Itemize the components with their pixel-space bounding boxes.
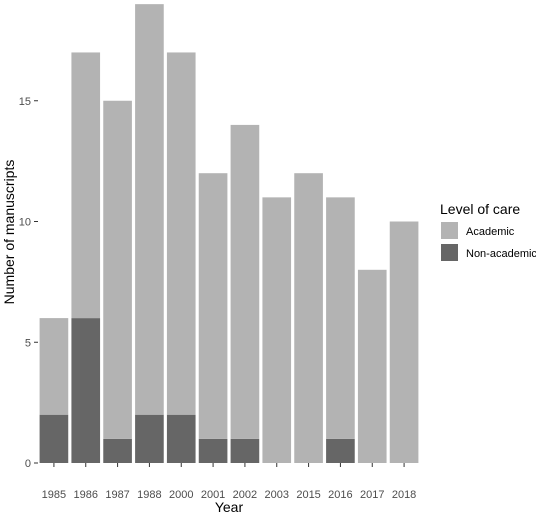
x-tick-label: 2017	[360, 489, 384, 501]
bar-non-academic-1986	[71, 318, 101, 463]
bar-non-academic-1987	[103, 438, 132, 463]
bar-non-academic-2001	[198, 438, 228, 463]
bar-non-academic-1985	[39, 414, 69, 463]
bar-academic-2000	[166, 52, 196, 415]
bar-academic-1985	[39, 318, 69, 415]
bar-academic-2003	[262, 197, 292, 463]
bar-non-academic-2016	[326, 438, 355, 463]
x-axis-title: Year	[215, 499, 244, 515]
bar-academic-2001	[198, 173, 228, 439]
bar-academic-2017	[357, 269, 387, 463]
y-tick-label: 5	[25, 337, 31, 349]
x-tick-label: 2001	[201, 489, 225, 501]
legend-label-non-academic: Non-academic	[466, 248, 536, 260]
bars-group	[39, 4, 419, 463]
x-tick-label: 2016	[328, 489, 352, 501]
x-tick-label: 2018	[392, 489, 416, 501]
legend-swatch-academic	[441, 222, 458, 239]
legend-swatch-non-academic	[441, 244, 458, 261]
y-tick-label: 10	[19, 217, 31, 229]
bar-non-academic-1988	[135, 414, 164, 463]
x-tick-label: 2003	[265, 489, 289, 501]
x-tick-label: 2002	[233, 489, 257, 501]
bar-academic-2018	[389, 221, 419, 463]
bar-academic-1988	[135, 4, 164, 415]
y-tick-label: 0	[25, 458, 31, 470]
y-tick-label: 15	[19, 96, 31, 108]
x-tick-label: 1986	[74, 489, 98, 501]
bar-academic-1986	[71, 52, 101, 319]
x-tick-label: 1988	[137, 489, 161, 501]
legend-label-academic: Academic	[466, 226, 515, 238]
bar-academic-2002	[230, 124, 260, 439]
bar-academic-2015	[294, 173, 323, 463]
x-tick-label: 1987	[105, 489, 129, 501]
x-tick-label: 2015	[296, 489, 320, 501]
x-tick-label: 2000	[169, 489, 193, 501]
legend-title: Level of care	[440, 201, 520, 217]
bar-academic-2016	[326, 197, 355, 439]
bar-non-academic-2000	[166, 414, 196, 463]
legend: Level of care Academic Non-academic	[440, 201, 536, 261]
bar-non-academic-2002	[230, 438, 260, 463]
bar-academic-1987	[103, 100, 132, 439]
x-tick-label: 1985	[42, 489, 66, 501]
y-axis-title: Number of manuscripts	[1, 160, 17, 305]
x-axis: 1985 1986 1987 1988 2000 2001 2002 2003 2015 2016…	[42, 463, 416, 501]
y-axis: 0 5 10 15	[19, 96, 38, 470]
